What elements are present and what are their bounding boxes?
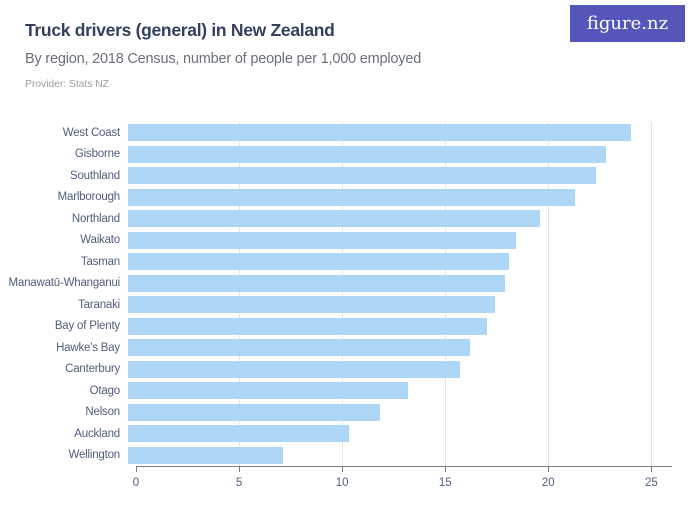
axis-tick	[548, 467, 550, 472]
chart-row: Auckland	[0, 423, 700, 445]
bar	[128, 403, 380, 421]
chart-row: Taranaki	[0, 294, 700, 316]
chart-rows: West Coast Gisborne Southland Marlborough No…	[0, 122, 700, 466]
bar	[128, 124, 631, 142]
bar	[128, 253, 510, 271]
axis-tick	[445, 467, 447, 472]
axis-tick	[342, 467, 344, 472]
bar-track	[128, 145, 664, 163]
bar	[128, 167, 596, 185]
axis-tick	[651, 467, 653, 472]
chart-header: Truck drivers (general) in New Zealand B…	[25, 20, 560, 90]
axis-tick-label: 20	[541, 477, 555, 489]
chart-row: Canterbury	[0, 359, 700, 381]
figurenz-logo-text: figure.nz	[586, 13, 669, 34]
gridline-10	[342, 122, 344, 466]
chart-row: Marlborough	[0, 187, 700, 209]
category-label: Nelson	[85, 406, 120, 419]
bar	[128, 210, 541, 228]
category-label: West Coast	[62, 126, 120, 139]
bar	[128, 296, 495, 314]
bar-track	[128, 296, 664, 314]
bar-track	[128, 403, 664, 421]
bar	[128, 339, 471, 357]
axis-tick-label: 5	[235, 477, 243, 489]
chart-row: Otago	[0, 380, 700, 402]
bar-track	[128, 253, 664, 271]
gridline-5	[239, 122, 241, 466]
bar-track	[128, 210, 664, 228]
category-label: Wellington	[68, 449, 121, 462]
category-label: Southland	[70, 169, 120, 182]
chart-row: Nelson	[0, 402, 700, 424]
chart-row: Waikato	[0, 230, 700, 252]
axis-tick-label: 15	[438, 477, 452, 489]
bar-chart: West Coast Gisborne Southland Marlborough No…	[0, 122, 700, 502]
axis-tick	[136, 467, 137, 472]
category-label: Tasman	[80, 255, 120, 268]
bar	[128, 231, 516, 249]
category-label: Gisborne	[74, 148, 120, 161]
chart-row: Northland	[0, 208, 700, 230]
bar	[128, 188, 576, 206]
chart-row: Southland	[0, 165, 700, 187]
bar	[128, 360, 460, 378]
category-label: Bay of Plenty	[54, 320, 120, 333]
chart-row: West Coast	[0, 122, 700, 144]
bar-track	[128, 339, 664, 357]
bar-track	[128, 317, 664, 335]
chart-subtitle: By region, 2018 Census, number of people…	[25, 51, 422, 67]
bar-track	[128, 382, 664, 400]
chart-row: Gisborne	[0, 144, 700, 166]
bar	[128, 382, 409, 400]
category-label: Taranaki	[78, 298, 120, 311]
bar-track	[128, 231, 664, 249]
axis-tick-label: 10	[335, 477, 349, 489]
bar	[128, 446, 283, 464]
page-title: Truck drivers (general) in New Zealand	[25, 20, 335, 40]
bar	[128, 317, 487, 335]
x-axis: 0 5 10 15 20 25	[132, 466, 672, 506]
chart-row: Manawatū-Whanganui	[0, 273, 700, 295]
bar-track	[128, 446, 664, 464]
category-label: Marlborough	[57, 191, 121, 204]
bar	[128, 274, 506, 292]
plot-gridlines	[136, 122, 672, 466]
chart-row: Hawke's Bay	[0, 337, 700, 359]
category-label: Hawke's Bay	[56, 341, 120, 354]
category-label: Waikato	[80, 234, 120, 247]
axis-tick	[239, 467, 241, 472]
gridline-25	[651, 122, 653, 466]
axis-tick-label: 0	[132, 477, 140, 489]
category-label: Auckland	[74, 427, 120, 440]
bar	[128, 425, 349, 443]
category-label: Canterbury	[65, 363, 120, 376]
bar-track	[128, 124, 664, 142]
bar-track	[128, 360, 664, 378]
category-label: Manawatū-Whanganui	[8, 277, 121, 290]
chart-row: Wellington	[0, 445, 700, 467]
bar	[128, 145, 607, 163]
provider-credit: Provider: Stats NZ	[25, 78, 109, 90]
chart-row: Tasman	[0, 251, 700, 273]
figurenz-logo[interactable]: figure.nz	[570, 5, 685, 42]
axis-tick-label: 25	[644, 477, 658, 489]
bar-track	[128, 425, 664, 443]
gridline-20	[548, 122, 550, 466]
bar-track	[128, 274, 664, 292]
bar-track	[128, 188, 664, 206]
category-label: Northland	[71, 212, 120, 225]
category-label: Otago	[89, 384, 121, 397]
gridline-15	[445, 122, 447, 466]
chart-row: Bay of Plenty	[0, 316, 700, 338]
bar-track	[128, 167, 664, 185]
